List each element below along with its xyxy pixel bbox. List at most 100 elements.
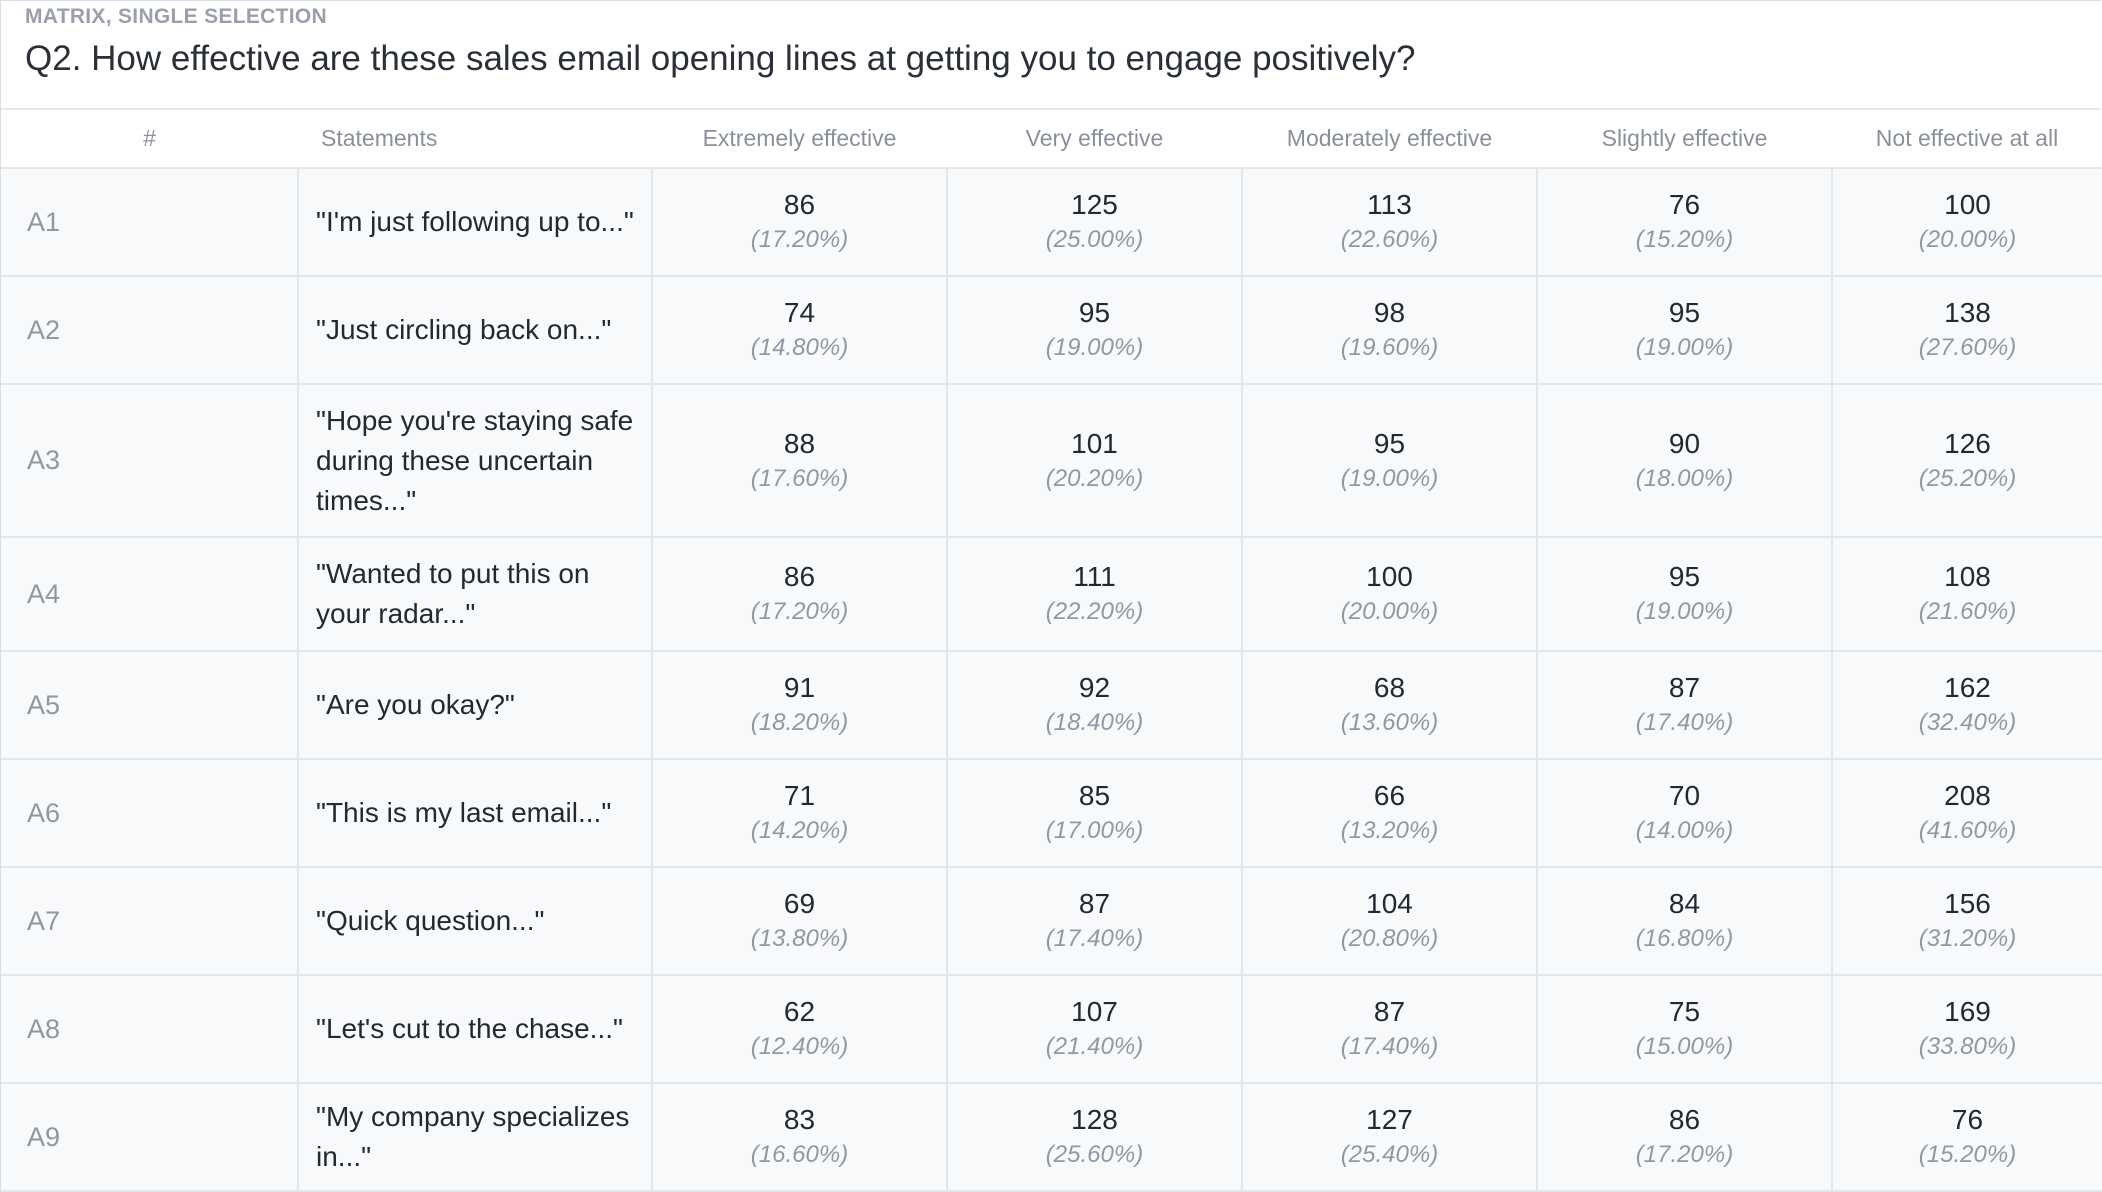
response-count: 126 bbox=[1944, 427, 1991, 459]
response-percentage: (33.80%) bbox=[1918, 1033, 2017, 1060]
response-percentage: (16.60%) bbox=[750, 1141, 849, 1168]
response-percentage: (15.20%) bbox=[1635, 226, 1734, 253]
row-id: A1 bbox=[1, 168, 298, 277]
response-cell: 125 (25.00%) bbox=[946, 168, 1242, 277]
response-count: 162 bbox=[1944, 672, 1991, 703]
response-count: 100 bbox=[1944, 189, 1991, 220]
response-percentage: (25.60%) bbox=[1045, 1141, 1144, 1168]
table-row: A5 "Are you okay?" 91 (18.20%) 92 (18.40%) 68 (… bbox=[1, 651, 2102, 760]
response-percentage: (22.60%) bbox=[1340, 226, 1439, 253]
response-count: 138 bbox=[1944, 297, 1991, 328]
response-cell: 108 (21.60%) bbox=[1831, 537, 2102, 652]
response-percentage: (25.00%) bbox=[1045, 226, 1144, 253]
response-count: 75 bbox=[1668, 996, 1701, 1027]
response-percentage: (19.60%) bbox=[1340, 334, 1439, 361]
response-count: 95 bbox=[1668, 297, 1701, 328]
response-cell: 76 (15.20%) bbox=[1831, 1083, 2102, 1192]
question-title: Q2. How effective are these sales email … bbox=[25, 39, 1416, 78]
response-percentage: (19.00%) bbox=[1635, 598, 1734, 625]
response-count: 85 bbox=[1078, 780, 1111, 811]
response-cell: 91 (18.20%) bbox=[651, 651, 947, 760]
column-header-very-effective[interactable]: Very effective bbox=[947, 110, 1242, 169]
response-count: 125 bbox=[1071, 189, 1118, 220]
response-cell: 101 (20.20%) bbox=[946, 384, 1242, 538]
response-percentage: (20.80%) bbox=[1340, 925, 1439, 952]
response-percentage: (21.40%) bbox=[1045, 1033, 1144, 1060]
table-row: A6 "This is my last email..." 71 (14.20%) 85… bbox=[1, 759, 2102, 868]
table-row: A2 "Just circling back on..." 74 (14.80%) 95… bbox=[1, 276, 2102, 385]
response-count: 91 bbox=[783, 672, 816, 703]
response-cell: 169 (33.80%) bbox=[1831, 975, 2102, 1084]
response-percentage: (15.20%) bbox=[1918, 1141, 2017, 1168]
response-percentage: (41.60%) bbox=[1918, 817, 2017, 844]
response-count: 84 bbox=[1668, 888, 1701, 919]
column-header-not-effective-at-all[interactable]: Not effective at all bbox=[1832, 110, 2102, 169]
response-percentage: (17.40%) bbox=[1340, 1033, 1439, 1060]
response-cell: 104 (20.80%) bbox=[1241, 867, 1537, 976]
table-row: A1 "I'm just following up to..." 86 (17.20%… bbox=[1, 168, 2102, 277]
row-id: A6 bbox=[1, 759, 298, 868]
response-cell: 100 (20.00%) bbox=[1831, 168, 2102, 277]
response-cell: 62 (12.40%) bbox=[651, 975, 947, 1084]
response-cell: 113 (22.60%) bbox=[1241, 168, 1537, 277]
response-cell: 76 (15.20%) bbox=[1536, 168, 1832, 277]
response-count: 92 bbox=[1078, 672, 1111, 703]
response-cell: 86 (17.20%) bbox=[651, 537, 947, 652]
column-header-statements[interactable]: Statements bbox=[298, 110, 652, 169]
response-cell: 84 (16.80%) bbox=[1536, 867, 1832, 976]
row-id: A4 bbox=[1, 537, 298, 652]
response-cell: 162 (32.40%) bbox=[1831, 651, 2102, 760]
column-header-moderately-effective[interactable]: Moderately effective bbox=[1242, 110, 1537, 169]
response-count: 71 bbox=[783, 780, 816, 811]
response-percentage: (20.00%) bbox=[1918, 226, 2017, 253]
response-count: 74 bbox=[783, 297, 816, 328]
response-count: 95 bbox=[1668, 561, 1701, 592]
response-count: 111 bbox=[1073, 561, 1116, 592]
statement-text: "Quick question..." bbox=[297, 867, 652, 976]
column-header-slightly-effective[interactable]: Slightly effective bbox=[1537, 110, 1832, 169]
response-count: 208 bbox=[1944, 780, 1991, 811]
row-id: A2 bbox=[1, 276, 298, 385]
response-cell: 85 (17.00%) bbox=[946, 759, 1242, 868]
response-percentage: (20.00%) bbox=[1340, 598, 1439, 625]
response-cell: 87 (17.40%) bbox=[1241, 975, 1537, 1084]
response-cell: 68 (13.60%) bbox=[1241, 651, 1537, 760]
statement-text: "This is my last email..." bbox=[297, 759, 652, 868]
row-id: A3 bbox=[1, 384, 298, 538]
response-cell: 111 (22.20%) bbox=[946, 537, 1242, 652]
statement-text: "Wanted to put this on your radar..." bbox=[297, 537, 652, 652]
statement-text: "My company specializes in..." bbox=[297, 1083, 652, 1192]
response-cell: 70 (14.00%) bbox=[1536, 759, 1832, 868]
response-cell: 98 (19.60%) bbox=[1241, 276, 1537, 385]
response-percentage: (14.00%) bbox=[1635, 817, 1734, 844]
column-header-id[interactable]: # bbox=[1, 110, 298, 169]
response-count: 66 bbox=[1373, 780, 1406, 811]
response-count: 90 bbox=[1668, 427, 1701, 459]
response-count: 76 bbox=[1951, 1104, 1984, 1135]
response-cell: 95 (19.00%) bbox=[1536, 276, 1832, 385]
response-count: 86 bbox=[783, 561, 816, 592]
response-count: 101 bbox=[1071, 427, 1118, 459]
table-row: A8 "Let's cut to the chase..." 62 (12.40%) 1… bbox=[1, 975, 2102, 1084]
column-header-extremely-effective[interactable]: Extremely effective bbox=[652, 110, 947, 169]
response-count: 88 bbox=[783, 427, 816, 459]
response-count: 107 bbox=[1071, 996, 1118, 1027]
response-cell: 83 (16.60%) bbox=[651, 1083, 947, 1192]
response-percentage: (13.80%) bbox=[750, 925, 849, 952]
response-cell: 126 (25.20%) bbox=[1831, 384, 2102, 538]
results-matrix-table: # Statements Extremely effective Very ef… bbox=[1, 110, 2102, 1192]
response-percentage: (20.20%) bbox=[1045, 464, 1144, 492]
response-count: 69 bbox=[783, 888, 816, 919]
response-count: 86 bbox=[783, 189, 816, 220]
response-percentage: (21.60%) bbox=[1918, 598, 2017, 625]
response-percentage: (14.80%) bbox=[750, 334, 849, 361]
response-cell: 92 (18.40%) bbox=[946, 651, 1242, 760]
response-percentage: (31.20%) bbox=[1918, 925, 2017, 952]
response-count: 87 bbox=[1373, 996, 1406, 1027]
response-count: 95 bbox=[1373, 427, 1406, 459]
response-count: 113 bbox=[1367, 189, 1412, 220]
question-type-label: MATRIX, SINGLE SELECTION bbox=[25, 5, 327, 28]
statement-text: "I'm just following up to..." bbox=[297, 168, 652, 277]
response-cell: 100 (20.00%) bbox=[1241, 537, 1537, 652]
